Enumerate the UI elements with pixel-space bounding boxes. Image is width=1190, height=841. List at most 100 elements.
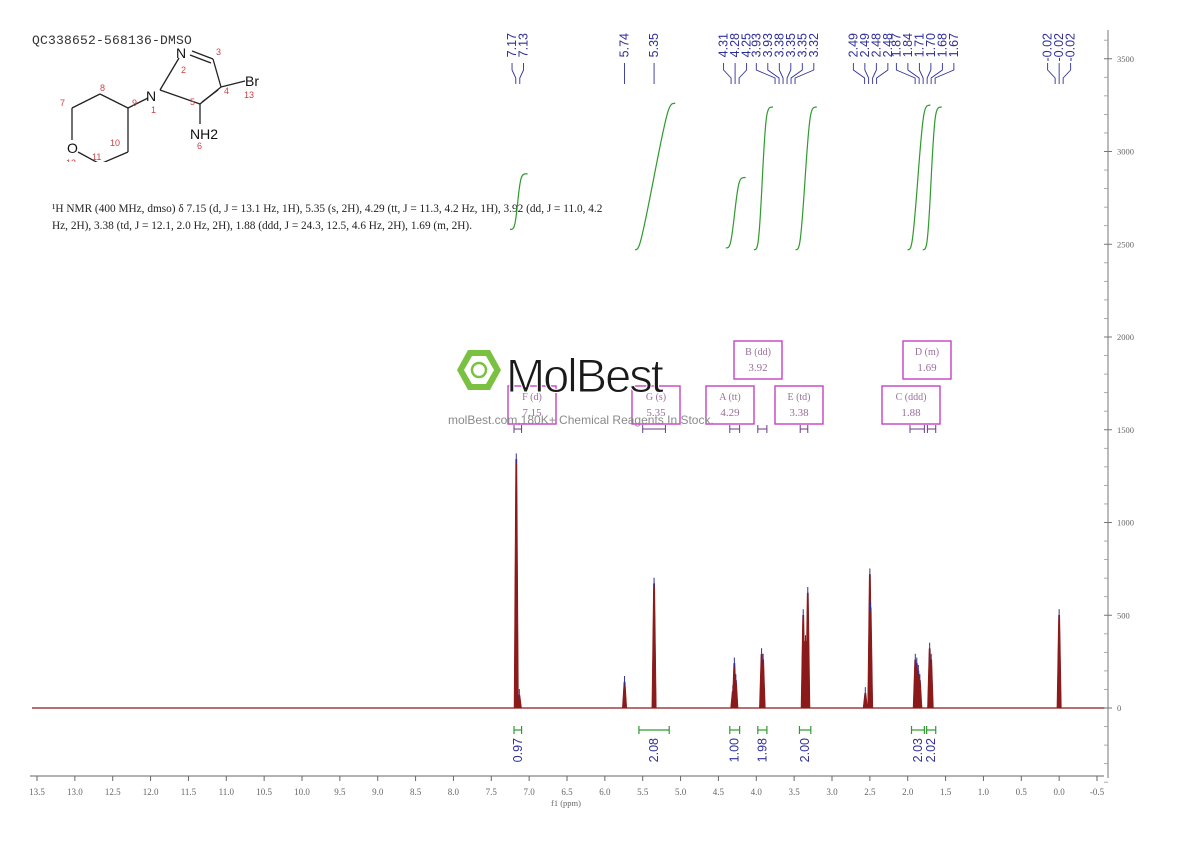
peak-label-leader xyxy=(790,63,803,84)
peak-label: 3.35 xyxy=(795,33,809,57)
x-tick-label: 7.0 xyxy=(524,787,536,797)
x-tick-label: 10.0 xyxy=(294,787,310,797)
multiplet-box xyxy=(881,385,941,425)
nmr-description: ¹H NMR (400 MHz, dmso) δ 7.15 (d, J = 13… xyxy=(52,203,603,232)
x-tick-label: 6.0 xyxy=(599,787,611,797)
peak-label: 7.13 xyxy=(517,33,531,57)
spectrum-peak xyxy=(516,694,522,709)
peak-label-leader xyxy=(934,63,955,84)
integral-curve xyxy=(907,104,931,251)
spectrum-peak xyxy=(862,692,868,709)
peak-label: 2.49 xyxy=(846,33,860,57)
multiplet-shift: 1.88 xyxy=(901,407,921,419)
atom-number-12: 12 xyxy=(66,158,76,162)
x-tick-label: 7.5 xyxy=(486,787,498,797)
integral-value: 2.02 xyxy=(924,738,938,762)
x-tick-label: 5.5 xyxy=(637,787,649,797)
integral-value: 2.00 xyxy=(798,738,812,762)
atom-n2: N xyxy=(176,45,186,61)
multiplet-box xyxy=(631,385,681,425)
peak-label-leader xyxy=(778,63,784,84)
atom-n1: N xyxy=(146,88,156,104)
spectrum-peak xyxy=(1056,614,1062,709)
atom-number-13: 13 xyxy=(244,90,254,100)
spectrum-peak xyxy=(622,681,628,709)
x-tick-label: -0.5 xyxy=(1090,787,1105,797)
x-tick-label: 13.5 xyxy=(29,787,45,797)
integral-value: 2.03 xyxy=(911,738,925,762)
spectrum-peak xyxy=(868,607,874,709)
multiplet-shift: 4.29 xyxy=(720,407,740,419)
peak-label-leader xyxy=(767,63,780,84)
integral-curve xyxy=(509,173,528,231)
integral-value: 1.00 xyxy=(728,738,742,762)
peak-label-leader xyxy=(794,63,815,84)
multiplet-name: D (m) xyxy=(915,347,939,358)
multiplet-shift: 5.35 xyxy=(646,407,666,419)
y-tick-label: 0 xyxy=(1117,703,1121,713)
multiplet-name: B (dd) xyxy=(745,347,771,358)
peak-label: 1.84 xyxy=(901,33,915,57)
peak-label-leader xyxy=(755,63,776,84)
x-tick-label: 9.5 xyxy=(334,787,346,797)
peak-label: 2.48 xyxy=(869,33,883,57)
spectrum-peak xyxy=(760,659,766,709)
y-tick-label: 2500 xyxy=(1117,239,1134,249)
spectrum-peak xyxy=(805,592,811,709)
x-tick-label: 0.0 xyxy=(1054,787,1066,797)
peak-label-leader xyxy=(519,63,524,84)
multiplet-box xyxy=(733,340,783,380)
watermark-url: molBest.com,180K+ Chemical Reagents In S… xyxy=(448,413,714,427)
x-tick-label: 1.5 xyxy=(940,787,952,797)
peak-label-leader xyxy=(876,63,889,84)
x-tick-label: 0.5 xyxy=(1016,787,1028,797)
x-tick-label: 4.5 xyxy=(713,787,725,797)
y-tick-label: 3000 xyxy=(1117,147,1134,157)
x-tick-label: 1.0 xyxy=(978,787,990,797)
atom-number-10: 10 xyxy=(110,138,120,148)
atom-number-8: 8 xyxy=(100,83,105,93)
x-tick-label: 2.0 xyxy=(902,787,914,797)
peak-label-leader xyxy=(1062,63,1072,84)
peak-label-leader xyxy=(511,63,517,84)
y-tick-label: 3500 xyxy=(1117,54,1134,64)
peak-label-leader xyxy=(723,63,732,84)
multiplet-box xyxy=(705,385,755,425)
atom-br: Br xyxy=(245,73,259,89)
atom-nh2: NH2 xyxy=(190,126,218,142)
x-tick-label: 2.5 xyxy=(864,787,876,797)
y-tick-label: 1000 xyxy=(1117,518,1134,528)
peak-label: 5.74 xyxy=(618,33,632,57)
multiplet-shift: 3.92 xyxy=(748,362,767,374)
peak-label: -0.02 xyxy=(1064,33,1078,62)
spectrum-peak xyxy=(733,679,739,709)
multiplet-shift: 7.15 xyxy=(522,407,542,419)
peak-label: 3.32 xyxy=(807,33,821,57)
peak-label: 1.71 xyxy=(912,33,926,57)
x-tick-label: 5.0 xyxy=(675,787,687,797)
peak-label: 1.70 xyxy=(924,33,938,57)
multiplet-name: E (td) xyxy=(787,392,810,403)
peak-label: 3.38 xyxy=(772,33,786,57)
spectrum-peak xyxy=(928,659,934,709)
spectrum-peak xyxy=(651,583,657,709)
atom-o: O xyxy=(67,140,78,156)
atom-number-6: 6 xyxy=(197,141,202,151)
sample-id: QC338652-568136-DMSO xyxy=(32,33,193,48)
peak-label: -0.02 xyxy=(1041,33,1055,62)
peak-label: 3.35 xyxy=(784,33,798,57)
multiplet-name: G (s) xyxy=(646,392,666,403)
atom-number-9: 9 xyxy=(132,98,137,108)
multiplet-name: A (tt) xyxy=(719,392,740,403)
peak-label-leader xyxy=(864,63,870,84)
x-tick-label: 3.5 xyxy=(789,787,801,797)
peak-label-leader xyxy=(926,63,932,84)
peak-label-leader xyxy=(852,63,866,84)
multiplet-box xyxy=(774,385,824,425)
peak-label: -0.02 xyxy=(1052,33,1066,62)
chemical-structure: N N Br NH2 O 1 2 3 4 5 6 7 8 9 10 11 12 … xyxy=(60,45,259,162)
x-tick-label: 4.0 xyxy=(751,787,763,797)
multiplet-name: C (ddd) xyxy=(896,392,927,403)
integral-curve xyxy=(795,106,817,251)
